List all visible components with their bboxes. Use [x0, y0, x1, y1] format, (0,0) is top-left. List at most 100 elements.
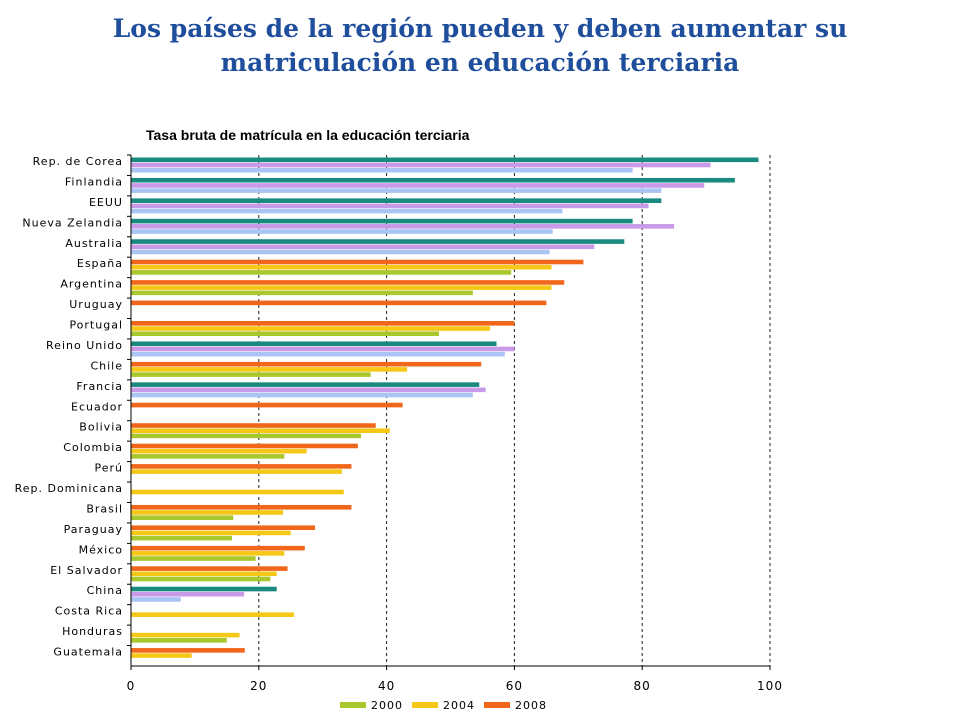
category-label: México — [79, 543, 123, 556]
x-tick-label: 60 — [506, 679, 523, 693]
oecd-bar-1-9 — [131, 341, 497, 347]
category-label: Nueva Zelandia — [22, 216, 123, 229]
legend-label: 2004 — [443, 699, 475, 712]
bar-2004-23 — [131, 632, 240, 638]
title-line-1: Los países de la región pueden y deben a… — [112, 14, 848, 43]
oecd-bar-2-3 — [131, 224, 675, 229]
bar-2008-18 — [131, 525, 316, 531]
oecd-bar-3-9 — [131, 351, 505, 357]
oecd-bar-1-2 — [131, 198, 662, 203]
oecd-bar-2-9 — [131, 346, 515, 352]
category-label: Paraguay — [64, 523, 123, 536]
oecd-bar-1-1 — [131, 177, 735, 183]
bar-2008-19 — [131, 545, 305, 551]
bar-2004-13 — [131, 428, 390, 434]
bar-2004-5 — [131, 264, 552, 270]
category-label: Ecuador — [71, 400, 123, 413]
bar-2008-20 — [131, 566, 288, 571]
category-label: Honduras — [62, 625, 123, 638]
oecd-bar-1-11 — [131, 382, 480, 387]
category-label: Chile — [90, 359, 123, 372]
category-label: Colombia — [63, 441, 123, 454]
x-tick-label: 80 — [634, 679, 651, 693]
legend-swatch-2000 — [340, 702, 366, 708]
category-label: Australia — [65, 237, 123, 250]
bar-2008-13 — [131, 423, 376, 428]
bar-2000-23 — [131, 638, 227, 643]
bar-2008-15 — [131, 464, 352, 469]
bar-2008-12 — [131, 402, 403, 408]
oecd-bar-2-1 — [131, 183, 705, 188]
category-label: El Salvador — [50, 564, 123, 577]
bar-2000-6 — [131, 290, 473, 296]
bar-2004-8 — [131, 326, 491, 331]
oecd-bar-2-11 — [131, 387, 486, 393]
bar-2004-16 — [131, 489, 344, 495]
oecd-bar-1-21 — [131, 586, 277, 592]
category-label: Uruguay — [69, 298, 123, 311]
oecd-bar-2-0 — [131, 162, 711, 168]
category-label: Brasil — [86, 502, 123, 515]
x-tick-label: 0 — [127, 679, 136, 693]
bar-2000-17 — [131, 515, 234, 520]
bar-2000-13 — [131, 433, 362, 439]
oecd-bar-3-3 — [131, 229, 553, 234]
bar-2008-24 — [131, 648, 245, 653]
oecd-bar-2-4 — [131, 244, 595, 250]
category-label: España — [77, 257, 123, 270]
x-tick-label: 40 — [378, 679, 395, 693]
category-label: Portugal — [69, 319, 123, 332]
title-line-2: matriculación en educación terciaria — [220, 48, 740, 77]
bar-2008-6 — [131, 280, 565, 285]
bar-2000-19 — [131, 556, 256, 561]
bar-2008-17 — [131, 504, 352, 510]
bar-2004-24 — [131, 653, 192, 658]
category-label: Bolivia — [79, 421, 123, 434]
category-label: Finlandia — [65, 175, 123, 188]
oecd-bar-3-2 — [131, 208, 563, 214]
x-tick-label: 20 — [250, 679, 267, 693]
category-label: Costa Rica — [55, 605, 123, 618]
oecd-bar-1-3 — [131, 218, 633, 224]
bar-2004-22 — [131, 612, 294, 617]
bar-2004-15 — [131, 469, 342, 474]
category-label: Guatemala — [53, 646, 123, 659]
oecd-bar-1-0 — [131, 157, 759, 163]
category-label: Argentina — [60, 278, 123, 291]
legend-label: 2000 — [371, 699, 403, 712]
x-tick-label: 100 — [757, 679, 783, 693]
bar-2000-14 — [131, 454, 285, 459]
bar-2000-5 — [131, 270, 512, 275]
legend-label: 2008 — [515, 699, 547, 712]
oecd-bar-2-21 — [131, 591, 245, 597]
oecd-bar-3-21 — [131, 597, 181, 602]
bar-2000-8 — [131, 331, 439, 337]
bar-2000-10 — [131, 372, 371, 377]
bar-2004-14 — [131, 448, 307, 454]
bar-2004-18 — [131, 530, 291, 536]
bar-2008-14 — [131, 443, 358, 449]
bar-2004-20 — [131, 571, 277, 577]
oecd-bar-3-1 — [131, 188, 662, 193]
bar-2000-18 — [131, 535, 232, 541]
category-label: EEUU — [89, 196, 123, 209]
category-label: Francia — [76, 380, 123, 393]
bar-2004-17 — [131, 510, 284, 515]
category-label: Reino Unido — [46, 339, 123, 352]
category-label: Rep. de Corea — [33, 155, 123, 168]
oecd-bar-3-4 — [131, 249, 550, 255]
category-label: China — [87, 584, 123, 597]
bar-2008-5 — [131, 259, 584, 265]
chart-title: Tasa bruta de matrícula en la educación … — [146, 127, 470, 143]
oecd-bar-3-11 — [131, 392, 473, 398]
category-label: Rep. Dominicana — [15, 482, 123, 495]
bar-2004-19 — [131, 551, 285, 556]
bar-2008-8 — [131, 321, 515, 326]
oecd-bar-1-4 — [131, 239, 625, 244]
category-label: Perú — [94, 462, 123, 475]
bar-2000-20 — [131, 576, 271, 582]
bar-2008-10 — [131, 361, 482, 367]
page-title: Los países de la región pueden y deben a… — [0, 12, 960, 80]
oecd-bar-2-2 — [131, 203, 649, 209]
